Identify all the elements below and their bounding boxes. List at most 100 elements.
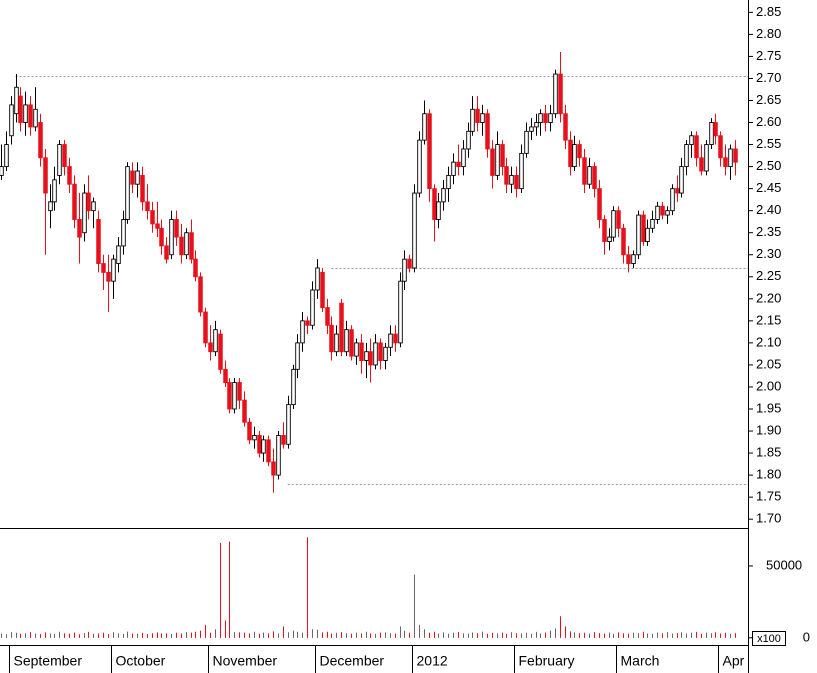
candle-body [48,201,53,212]
y-tick-label: 2.10 [756,334,781,349]
candle-body [91,201,96,212]
candle-body [227,382,232,410]
candle-body [616,210,621,229]
candle-body [378,342,383,361]
candle-body [247,421,252,441]
candle-body [509,174,514,185]
candle-body [237,382,242,401]
y-tick-label: 2.50 [756,158,781,173]
y-tick-label: 2.40 [756,202,781,217]
candle-body [213,329,218,353]
candle-body [470,108,475,132]
candle-body [572,144,577,168]
y-tick-label: 1.85 [756,445,781,460]
candle-body [77,219,82,238]
candle-body [568,139,573,168]
candle-body [339,302,344,353]
candle-body [713,122,718,137]
candle-body [4,144,9,168]
candle-body [232,382,237,410]
candle-body [286,404,291,445]
candle-body [344,329,349,353]
candle-body [597,188,602,220]
candle-body [359,342,364,361]
candle-body [130,170,135,185]
candle-body [101,263,106,273]
candle-body [300,320,305,344]
y-tick-label: 2.85 [756,4,781,19]
y-tick-label: 2.75 [756,48,781,63]
candle-body [193,258,198,278]
candle-body [407,258,412,269]
candle-body [441,188,446,203]
candle-body [660,205,665,216]
candle-body [43,157,48,194]
candle-body [305,320,310,326]
candle-body [145,201,150,212]
candle-body [641,214,646,242]
y-tick-label: 2.45 [756,180,781,195]
candle-body [592,166,597,190]
candle-body [33,108,38,128]
candle-body [291,368,296,406]
candle-body [607,236,612,242]
y-tick-label: 2.70 [756,70,781,85]
candle-body [728,148,733,168]
candle-body [364,351,369,361]
candle-body [23,104,28,123]
y-tick-label: 1.90 [756,422,781,437]
candle-body [203,311,208,344]
y-tick-label: 1.95 [756,400,781,415]
candle-body [665,210,670,216]
candle-body [461,148,466,168]
candle-body [320,271,325,309]
candle-body [329,324,334,353]
candle-body [14,86,19,115]
candle-body [393,333,398,344]
candle-body [538,113,543,123]
candle-body [582,157,587,185]
candle-body [412,192,417,269]
candle-body [218,333,223,370]
candle-body [490,148,495,176]
x-tick-label: December [320,653,385,669]
candle-body [349,329,354,357]
candle-body [198,276,203,313]
candle-body [125,166,130,220]
candle-body [655,205,660,220]
candle-body [504,166,509,185]
candle-body [179,236,184,256]
candle-body [223,368,228,384]
candle-body [72,183,77,220]
candle-body [587,166,592,185]
y-tick-label: 2.60 [756,114,781,129]
candle-body [184,232,189,256]
candle-body [626,254,631,265]
candle-body [621,227,626,256]
candle-body [679,166,684,194]
candle-body [121,219,126,247]
candle-body [271,461,276,476]
candle-body [480,113,485,123]
candle-body [67,166,72,185]
y-tick-label: 2.15 [756,312,781,327]
candle-body [57,144,62,176]
candle-body [436,201,441,220]
candle-body [208,342,213,353]
candle-body [174,219,179,238]
candle-body [111,258,116,282]
candle-body [650,219,655,229]
y-tick-label: 2.05 [756,356,781,371]
y-tick-label: 2.25 [756,268,781,283]
candle-body [354,342,359,357]
candle-body [699,157,704,172]
candle-body [155,223,160,229]
x-tick-label: February [519,653,575,669]
candle-body [670,188,675,212]
unit-box [752,631,786,646]
candle-body [422,113,427,141]
candle-body [446,174,451,190]
candle-body [257,434,262,454]
